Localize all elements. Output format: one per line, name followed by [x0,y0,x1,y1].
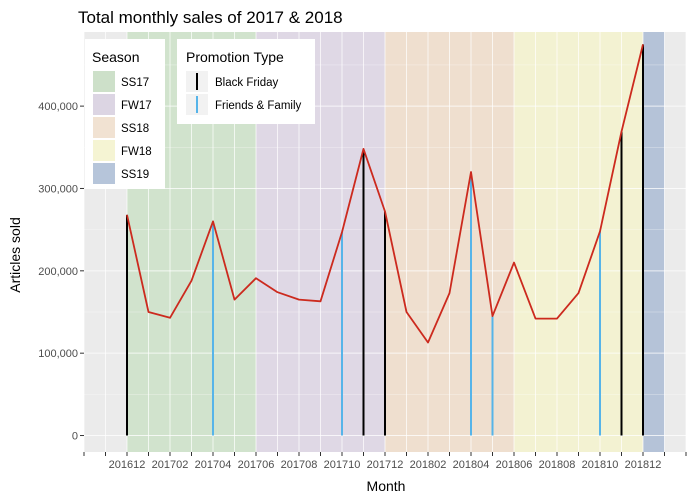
promotion-bars [126,44,644,436]
y-axis: 0 100,000 200,000 300,000 400,000 [38,101,84,443]
x-tick-label: 201808 [539,459,576,471]
season-legend-label: SS17 [121,77,149,89]
x-axis: 201612 201702 201704 201706 201708 201710 2017… [83,452,687,471]
season-legend-label: SS18 [121,123,149,135]
x-tick-label: 201712 [367,459,404,471]
season-legend-key-fw17 [93,94,115,115]
x-tick-label: 201802 [410,459,447,471]
x-tick-label: 201810 [582,459,619,471]
sales-line [126,44,644,344]
season-legend-label: FW17 [121,100,152,112]
y-axis-title: Articles sold [7,217,23,292]
x-tick-label: 201706 [238,459,275,471]
x-tick-label: 201812 [625,459,662,471]
promotion-legend-title: Promotion Type [186,49,284,65]
x-tick-label: 201710 [324,459,361,471]
y-tick-label: 400,000 [38,101,78,113]
season-legend: Season SS17 FW17 SS18 FW18 SS19 [85,39,165,189]
sales-series-line [126,44,644,344]
promotion-legend-label: Black Friday [215,77,279,89]
season-band-ss19 [643,32,665,452]
y-tick-label: 300,000 [38,183,78,195]
chart-title: Total monthly sales of 2017 & 2018 [78,8,343,27]
x-tick-label: 201806 [496,459,533,471]
x-tick-label: 201702 [152,459,189,471]
season-legend-key-ss17 [93,71,115,92]
season-legend-label: SS19 [121,169,149,181]
x-tick-label: 201804 [453,459,490,471]
x-tick-label: 201708 [281,459,318,471]
y-tick-label: 0 [72,431,78,443]
x-axis-title: Month [367,478,406,494]
promotion-legend: Promotion Type Black Friday Friends & Fami… [177,39,315,124]
y-tick-label: 100,000 [38,348,78,360]
x-tick-label: 201612 [109,459,146,471]
y-tick-label: 200,000 [38,266,78,278]
promotion-legend-label: Friends & Family [215,100,302,112]
season-legend-key-ss18 [93,117,115,138]
season-legend-key-ss19 [93,163,115,184]
season-legend-key-fw18 [93,140,115,161]
season-legend-label: FW18 [121,146,152,158]
season-legend-title: Season [92,49,139,65]
x-tick-label: 201704 [195,459,232,471]
